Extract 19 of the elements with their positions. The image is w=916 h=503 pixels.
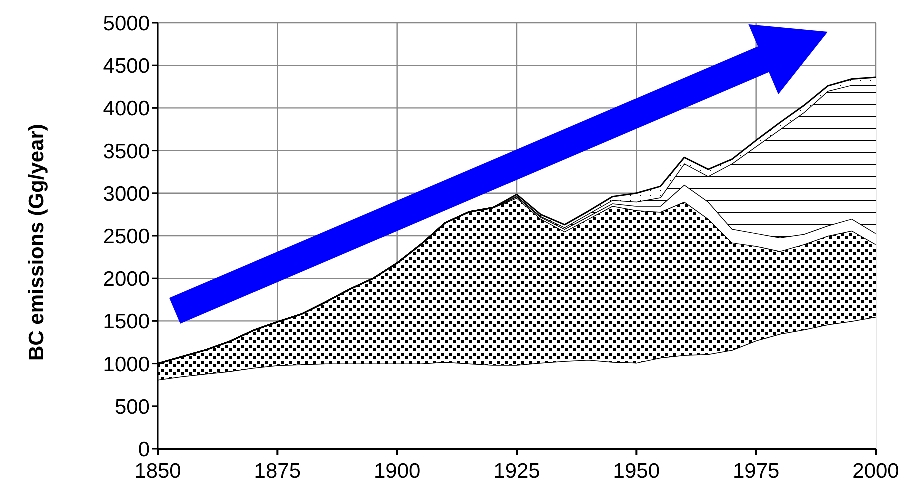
x-tick-label: 1850 [134,460,182,483]
y-tick-label: 1500 [103,310,150,334]
x-tick-label: 1975 [732,460,780,483]
y-axis-title: BC emissions (Gg/year) [25,124,48,361]
y-tick-label: 4000 [103,98,150,121]
y-tick-label: 5000 [103,12,150,36]
x-tick-label: 2000 [852,460,900,483]
y-tick-label: 2500 [103,225,150,248]
x-tick-label: 1875 [254,460,302,483]
y-tick-label: 3000 [103,182,150,206]
x-tick-label: 1950 [613,460,660,483]
y-tick-label: 2000 [103,268,150,292]
y-tick-label: 3500 [103,140,150,164]
x-tick-label: 1900 [374,460,421,483]
y-tick-label: 4500 [103,55,150,78]
x-tick-label: 1925 [494,460,540,483]
y-tick-label: 500 [114,396,150,419]
y-tick-label: 1000 [103,353,150,376]
y-tick-label: 0 [138,438,150,462]
